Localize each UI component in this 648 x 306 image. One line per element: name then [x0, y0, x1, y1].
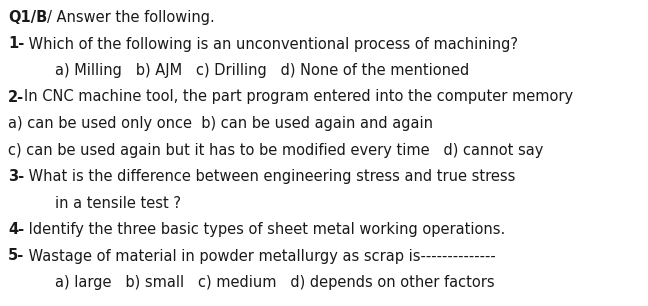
Text: What is the difference between engineering stress and true stress: What is the difference between engineeri… — [24, 169, 516, 184]
Text: a) large   b) small   c) medium   d) depends on other factors: a) large b) small c) medium d) depends o… — [55, 275, 494, 290]
Text: c) can be used again but it has to be modified every time   d) cannot say: c) can be used again but it has to be mo… — [8, 143, 544, 158]
Text: Q1/B: Q1/B — [8, 10, 47, 25]
Text: a) can be used only once  b) can be used again and again: a) can be used only once b) can be used … — [8, 116, 433, 131]
Text: 1-: 1- — [8, 36, 24, 51]
Text: In CNC machine tool, the part program entered into the computer memory: In CNC machine tool, the part program en… — [24, 89, 573, 105]
Text: in a tensile test ?: in a tensile test ? — [55, 196, 181, 211]
Text: Identify the three basic types of sheet metal working operations.: Identify the three basic types of sheet … — [24, 222, 505, 237]
Text: / Answer the following.: / Answer the following. — [47, 10, 215, 25]
Text: Which of the following is an unconventional process of machining?: Which of the following is an unconventio… — [24, 36, 518, 51]
Text: 5-: 5- — [8, 248, 24, 263]
Text: 2-: 2- — [8, 89, 24, 105]
Text: a) Milling   b) AJM   c) Drilling   d) None of the mentioned: a) Milling b) AJM c) Drilling d) None of… — [55, 63, 469, 78]
Text: 3-: 3- — [8, 169, 24, 184]
Text: 4-: 4- — [8, 222, 24, 237]
Text: Wastage of material in powder metallurgy as scrap is--------------: Wastage of material in powder metallurgy… — [24, 248, 496, 263]
